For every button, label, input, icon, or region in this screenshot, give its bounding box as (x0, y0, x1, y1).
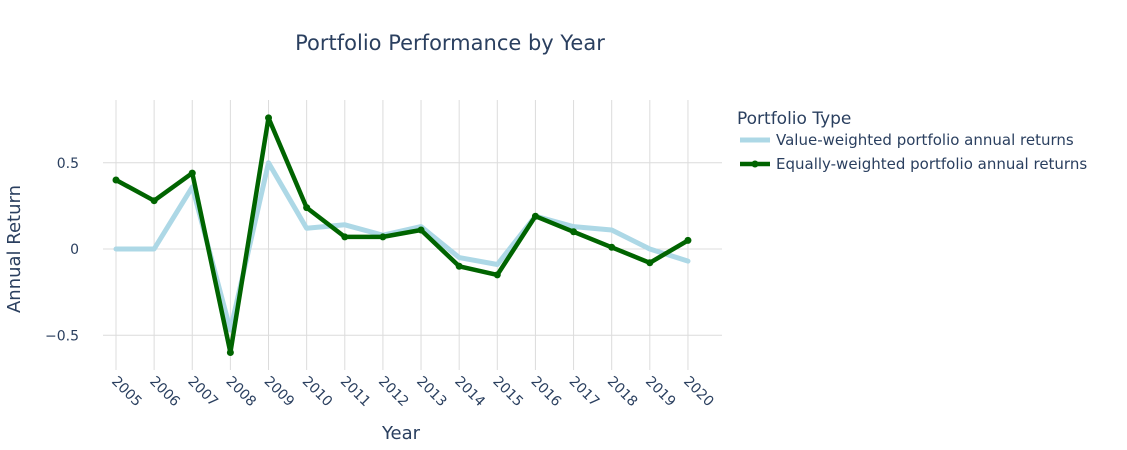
legend-title: Portfolio Type (737, 109, 851, 129)
x-tick-label: 2008 (223, 374, 260, 411)
x-tick-label: 2020 (680, 374, 717, 411)
y-axis-title: Annual Return (4, 185, 25, 313)
x-tick-label: 2014 (451, 374, 488, 411)
data-point[interactable] (455, 262, 463, 270)
x-tick-label: 2010 (299, 374, 336, 411)
x-tick-label: 2018 (604, 374, 641, 411)
x-tick-label: 2019 (642, 374, 679, 411)
y-axis-tick-labels: −0.5 0 0.5 (45, 156, 79, 345)
data-point[interactable] (265, 114, 273, 122)
x-tick-label: 2013 (413, 374, 450, 411)
grid-lines (103, 100, 722, 370)
legend-item[interactable]: Value-weighted portfolio annual returns (740, 131, 1074, 149)
x-tick-label: 2012 (375, 374, 412, 411)
data-point[interactable] (303, 204, 311, 212)
data-point[interactable] (188, 169, 196, 177)
data-point[interactable] (417, 226, 425, 234)
x-tick-label: 2005 (108, 374, 145, 411)
legend-items: Value-weighted portfolio annual returns E… (740, 131, 1087, 173)
x-axis-title: Year (381, 423, 421, 444)
data-point[interactable] (531, 212, 539, 220)
x-tick-label: 2009 (261, 374, 298, 411)
x-tick-label: 2007 (184, 374, 221, 411)
x-tick-label: 2017 (566, 374, 603, 411)
legend-label: Equally-weighted portfolio annual return… (776, 155, 1087, 173)
series-line[interactable] (113, 115, 691, 355)
x-tick-label: 2016 (528, 374, 565, 411)
x-tick-label: 2006 (146, 374, 183, 411)
legend-item[interactable]: Equally-weighted portfolio annual return… (740, 155, 1087, 173)
legend[interactable]: Portfolio Type Value-weighted portfolio … (737, 109, 1087, 173)
data-point[interactable] (112, 176, 120, 184)
x-tick-label: 2011 (337, 374, 374, 411)
y-tick-label: 0 (70, 242, 79, 258)
legend-label: Value-weighted portfolio annual returns (776, 131, 1074, 149)
y-tick-label: −0.5 (45, 328, 79, 344)
data-point[interactable] (226, 349, 234, 356)
series-lines (112, 114, 692, 356)
series-line[interactable] (113, 160, 691, 333)
data-point[interactable] (570, 228, 578, 236)
legend-marker (751, 160, 759, 168)
chart-title: Portfolio Performance by Year (295, 31, 605, 55)
data-point[interactable] (150, 197, 158, 205)
data-point[interactable] (493, 271, 501, 279)
data-point[interactable] (646, 259, 654, 267)
x-tick-label: 2015 (489, 374, 526, 411)
x-axis-tick-labels: 2005 2006 2007 2008 2009 2010 2011 2012 2013 2014… (108, 374, 716, 411)
data-point[interactable] (684, 236, 692, 244)
data-point[interactable] (341, 233, 349, 241)
data-point[interactable] (608, 243, 616, 251)
y-tick-label: 0.5 (57, 156, 79, 172)
data-point[interactable] (379, 233, 387, 241)
